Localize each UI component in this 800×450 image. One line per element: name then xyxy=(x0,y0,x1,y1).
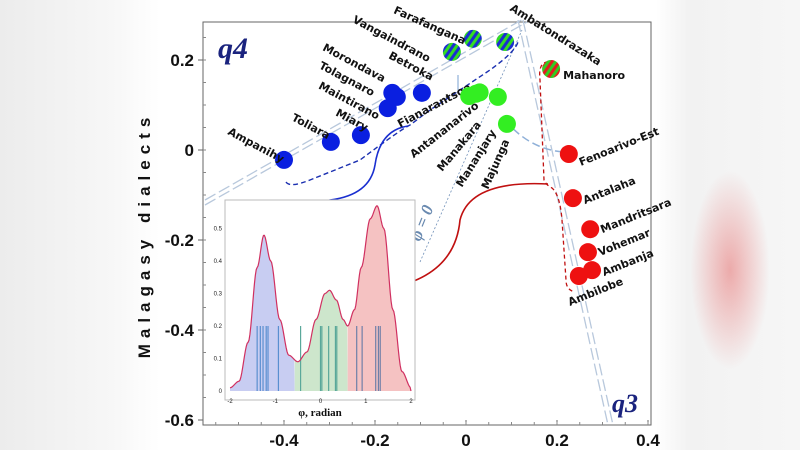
inset-density-plot: -2 -1 0 1 2 0 0.1 0.2 0.3 0.4 0.5 φ, radian xyxy=(214,199,416,419)
point-marker xyxy=(412,83,431,102)
x-tick-label: 0.4 xyxy=(636,431,660,450)
point-marker xyxy=(542,60,561,78)
point-marker xyxy=(442,42,461,61)
inset-x-tick-label: -2 xyxy=(227,399,233,405)
point-label: Toliara xyxy=(289,111,332,142)
y-tick-label: -0.4 xyxy=(165,321,195,340)
inset-x-tick-label: -1 xyxy=(273,399,279,405)
point-marker xyxy=(563,189,582,208)
point-marker xyxy=(497,114,516,133)
y-tick-label: 0.2 xyxy=(170,51,194,70)
point-label: Antalaha xyxy=(581,174,637,207)
data-point-fenoarivo-est: Fenoarivo-Est xyxy=(559,125,661,169)
y-tick-label: 0 xyxy=(185,141,194,160)
x-tick-label: -0.4 xyxy=(269,431,299,450)
q4-axis-line xyxy=(204,17,528,206)
background-blur xyxy=(690,170,770,370)
inset-y-tick-label: 0.4 xyxy=(214,259,223,265)
x-tick-label: -0.2 xyxy=(360,431,389,450)
red-arrow xyxy=(386,182,549,293)
q4-label-text: q4 xyxy=(218,32,248,65)
data-point-antalaha: Antalaha xyxy=(563,174,637,208)
data-point-mahanoro: Mahanoro xyxy=(542,60,626,82)
data-point-ambatondrazaka: Ambatondrazaka xyxy=(496,2,604,69)
point-marker xyxy=(351,126,370,145)
q3-axis-line xyxy=(517,19,614,426)
inset-region-green xyxy=(294,290,348,391)
inset-y-tick-label: 0.1 xyxy=(214,357,223,363)
y-axis-label: Malagasy dialects xyxy=(135,112,154,359)
point-marker xyxy=(321,132,340,151)
q3-label: q3 xyxy=(612,389,638,418)
y-tick-label: -0.2 xyxy=(165,231,194,250)
red-group-boundary xyxy=(539,61,576,293)
point-marker xyxy=(387,87,406,106)
point-label: Mahanoro xyxy=(563,69,625,82)
point-marker xyxy=(569,267,588,285)
inset-density-curve xyxy=(229,205,412,392)
x-tick-label: 0.2 xyxy=(545,431,569,450)
q4-label: q4 xyxy=(218,32,248,65)
q3-label-text: q3 xyxy=(612,389,638,418)
point-marker xyxy=(559,145,578,164)
inset-x-tick-label: 0 xyxy=(319,399,323,405)
blue-group-boundary xyxy=(285,41,519,186)
point-marker xyxy=(496,33,515,51)
x-tick-label: 0 xyxy=(461,431,470,450)
inset-y-tick-label: 0.3 xyxy=(214,292,223,298)
plot-frame xyxy=(202,21,652,426)
inset-x-tick-label: 1 xyxy=(364,399,368,405)
point-label: Ampanihy xyxy=(226,125,287,166)
point-marker xyxy=(578,243,597,262)
point-label: Ambatondrazaka xyxy=(508,2,604,69)
point-marker xyxy=(460,87,479,105)
inset-y-tick-label: 0 xyxy=(219,389,223,395)
point-marker xyxy=(488,87,507,106)
point-marker xyxy=(463,29,482,48)
inset-x-axis-label: φ, radian xyxy=(298,407,342,419)
data-point-ampanihy: Ampanihy xyxy=(226,125,293,169)
y-tick-label: -0.6 xyxy=(165,411,194,430)
inset-y-tick-label: 0.5 xyxy=(214,227,223,233)
inset-x-tick-label: 2 xyxy=(409,399,413,405)
inset-region-red xyxy=(347,205,411,391)
point-label: Fenoarivo-Est xyxy=(577,125,661,169)
inset-y-tick-label: 0.2 xyxy=(214,324,223,330)
data-point-toliara: Toliara xyxy=(289,111,340,151)
point-marker xyxy=(275,150,293,169)
point-marker xyxy=(581,220,600,239)
